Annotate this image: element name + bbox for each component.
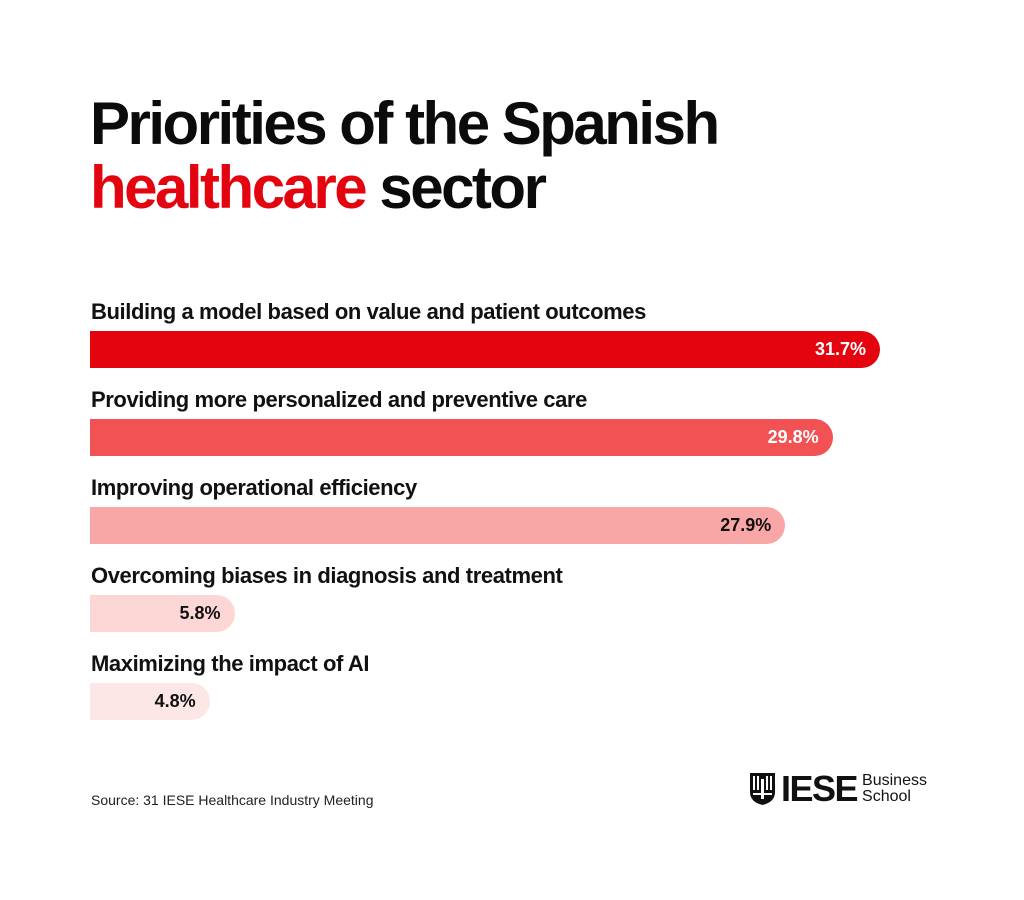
- category-label: Maximizing the impact of AI: [91, 651, 370, 676]
- category-label: Overcoming biases in diagnosis and treat…: [91, 563, 563, 588]
- bar: 27.9%: [90, 507, 786, 544]
- chart-row: Improving operational efficiency 27.9%: [90, 472, 910, 560]
- bar-value-label: 29.8%: [767, 427, 819, 447]
- bar: 5.8%: [90, 595, 235, 632]
- bar-chart: Building a model based on value and pati…: [90, 296, 910, 736]
- title-line-1: Priorities of the Spanish: [90, 90, 720, 157]
- bar-value-label: 4.8%: [154, 691, 196, 711]
- chart-row: Overcoming biases in diagnosis and treat…: [90, 560, 910, 648]
- shield-logo-icon: [750, 773, 775, 805]
- chart-row: Maximizing the impact of AI 4.8%: [90, 648, 910, 736]
- title-line-2-rest: sector: [379, 154, 547, 221]
- bar-value-label: 31.7%: [814, 339, 866, 359]
- logo-subtitle-line-1: Business: [862, 772, 927, 789]
- chart-row: Providing more personalized and preventi…: [90, 384, 910, 472]
- title-accent-word: healthcare: [90, 154, 368, 221]
- bar: 31.7%: [90, 331, 880, 368]
- logo-subtitle: Business School: [862, 773, 927, 805]
- source-note: Source: 31 IESE Healthcare Industry Meet…: [91, 792, 374, 808]
- logo-wordmark: IESE: [781, 768, 859, 809]
- iese-logo: IESE Business School: [749, 771, 927, 807]
- bar-value-label: 5.8%: [179, 603, 221, 623]
- category-label: Building a model based on value and pati…: [91, 299, 646, 324]
- bar: 29.8%: [90, 419, 833, 456]
- logo-subtitle-line-2: School: [862, 788, 911, 805]
- bar-value-label: 27.9%: [720, 515, 772, 535]
- category-label: Providing more personalized and preventi…: [91, 387, 587, 412]
- category-label: Improving operational efficiency: [91, 475, 417, 500]
- chart-row: Building a model based on value and pati…: [90, 296, 910, 384]
- bar: 4.8%: [90, 683, 210, 720]
- chart-title: Priorities of the Spanish healthcare sec…: [90, 90, 720, 221]
